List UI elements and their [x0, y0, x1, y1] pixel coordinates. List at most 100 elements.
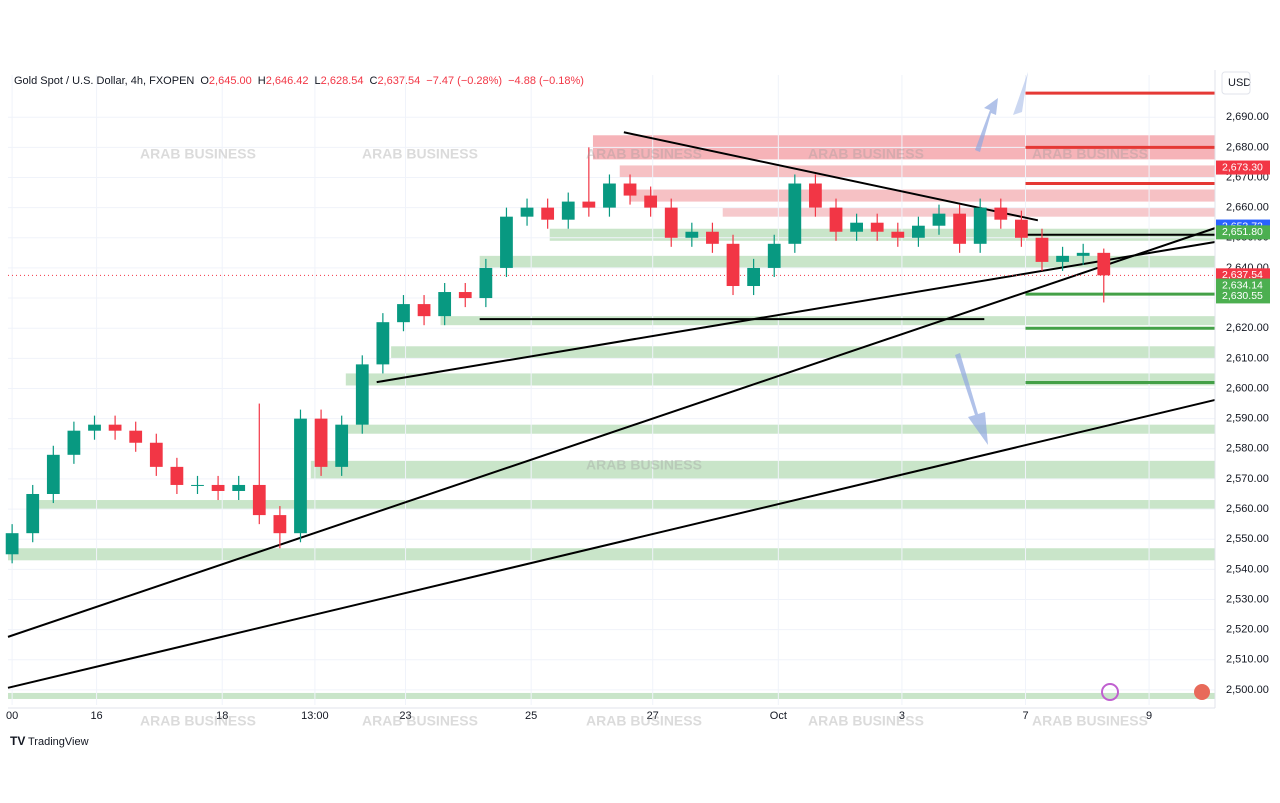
- candle-body: [829, 207, 843, 232]
- price-tag-label: 2,630.55: [1222, 290, 1263, 302]
- candle-body: [1056, 255, 1069, 262]
- header-text: C: [369, 75, 377, 87]
- candle-body: [582, 201, 596, 208]
- candle-body: [850, 222, 863, 232]
- candle-body: [706, 231, 719, 244]
- candle-body: [520, 207, 534, 217]
- zone: [30, 500, 1216, 510]
- candle-body: [1015, 219, 1028, 238]
- x-tick-label: 25: [525, 710, 537, 722]
- x-tick-label: 9: [1146, 710, 1152, 722]
- candle-body: [26, 493, 40, 534]
- header-text: 2,628.54: [321, 75, 364, 87]
- candle-body: [335, 424, 349, 467]
- watermark: ARAB BUSINESS: [362, 146, 478, 162]
- y-tick-label: 2,510.00: [1226, 654, 1269, 666]
- candle-body: [1035, 237, 1049, 262]
- candle-body: [726, 243, 740, 287]
- y-tick-label: 2,690.00: [1226, 111, 1269, 123]
- y-tick-label: 2,590.00: [1226, 413, 1269, 425]
- x-tick-label: Oct: [770, 710, 787, 722]
- y-tick-label: 2,680.00: [1226, 141, 1269, 153]
- header-text: 2,645.00: [209, 75, 252, 87]
- brand-logo: TV: [10, 734, 25, 748]
- price-tag: [1216, 160, 1270, 175]
- y-tick-label: 2,530.00: [1226, 593, 1269, 605]
- zones-layer: [8, 135, 1216, 699]
- trend-line: [623, 131, 1039, 222]
- y-tick-label: 2,550.00: [1226, 533, 1269, 545]
- candle-body: [67, 430, 81, 455]
- candle-body: [479, 267, 493, 299]
- candle-body: [664, 207, 678, 238]
- price-tag: [1216, 278, 1270, 293]
- watermark: ARAB BUSINESS: [808, 146, 924, 162]
- x-tick-label: 3: [899, 710, 905, 722]
- y-tick-label: 2,500.00: [1226, 684, 1269, 696]
- price-tag-label: 2,634.14: [1222, 279, 1263, 291]
- zone: [722, 207, 1215, 217]
- brand: TradingView: [28, 736, 89, 748]
- flag-icon[interactable]: [1194, 684, 1210, 700]
- y-tick-label: 2,570.00: [1226, 473, 1269, 485]
- candle-body: [561, 201, 575, 220]
- header-text: −4.88 (−0.18%): [508, 75, 584, 87]
- watermark: ARAB BUSINESS: [808, 713, 924, 729]
- candle-body: [458, 292, 472, 299]
- zone: [345, 424, 1215, 434]
- x-tick-label: 27: [647, 710, 659, 722]
- header: Gold Spot / U.S. Dollar, 4h, FXOPEN O2,64…: [14, 75, 584, 87]
- candle-body: [211, 484, 225, 491]
- price-tag-label: 2,673.30: [1222, 161, 1263, 173]
- header-text: 2,646.42: [266, 75, 309, 87]
- zone: [479, 255, 1215, 268]
- y-tick-label: 2,580.00: [1226, 443, 1269, 455]
- candle-body: [232, 484, 246, 491]
- y-tick-label: 2,660.00: [1226, 202, 1269, 214]
- replay-icon[interactable]: [1101, 683, 1119, 701]
- zone: [440, 316, 1215, 326]
- watermark: ARAB BUSINESS: [1032, 713, 1148, 729]
- price-tag-label: 2,637.54: [1222, 269, 1263, 281]
- candle-body: [5, 533, 19, 555]
- candle-body: [912, 225, 925, 238]
- currency: USD: [1228, 77, 1251, 89]
- candle-body: [108, 424, 122, 431]
- y-tick-label: 2,560.00: [1226, 503, 1269, 515]
- candle-body: [644, 195, 658, 208]
- zone: [8, 692, 1215, 699]
- candle-body: [252, 484, 266, 516]
- watermark-layer: ARAB BUSINESS ARAB BUSINESS ARAB BUSINESS A…: [140, 146, 1148, 729]
- candle-body: [129, 430, 143, 443]
- grid-layer: [8, 75, 1215, 705]
- header-text: L: [315, 75, 321, 87]
- trend-line: [7, 398, 1216, 689]
- candle-body: [500, 216, 513, 268]
- candle-body: [46, 454, 60, 494]
- x-tick-label: 23: [399, 710, 411, 722]
- candle-body: [603, 183, 616, 208]
- arrow-down: [955, 353, 988, 445]
- candle-body: [994, 207, 1008, 220]
- watermark: ARAB BUSINESS: [586, 146, 702, 162]
- header-text: Gold Spot / U.S. Dollar, 4h, FXOPEN: [14, 75, 194, 87]
- candle-body: [870, 222, 884, 232]
- candle-body: [1076, 252, 1090, 256]
- candle-body: [891, 231, 905, 238]
- candle-body: [191, 484, 204, 486]
- watermark: ARAB BUSINESS: [140, 146, 256, 162]
- candle-body: [747, 267, 761, 287]
- candle-body: [685, 231, 699, 238]
- x-tick-label: 00: [6, 710, 18, 722]
- zone: [391, 346, 1215, 359]
- price-tag: [1216, 289, 1270, 304]
- candle-body: [1097, 252, 1111, 276]
- candle-body: [767, 243, 781, 268]
- axis-layer: 2,500.00 2,510.00 2,520.00 2,530.00 2,540.00…: [6, 111, 1270, 722]
- trend-line: [376, 241, 1216, 384]
- candle-body: [170, 466, 184, 485]
- candle-body: [88, 424, 101, 431]
- header-text: H: [258, 75, 266, 87]
